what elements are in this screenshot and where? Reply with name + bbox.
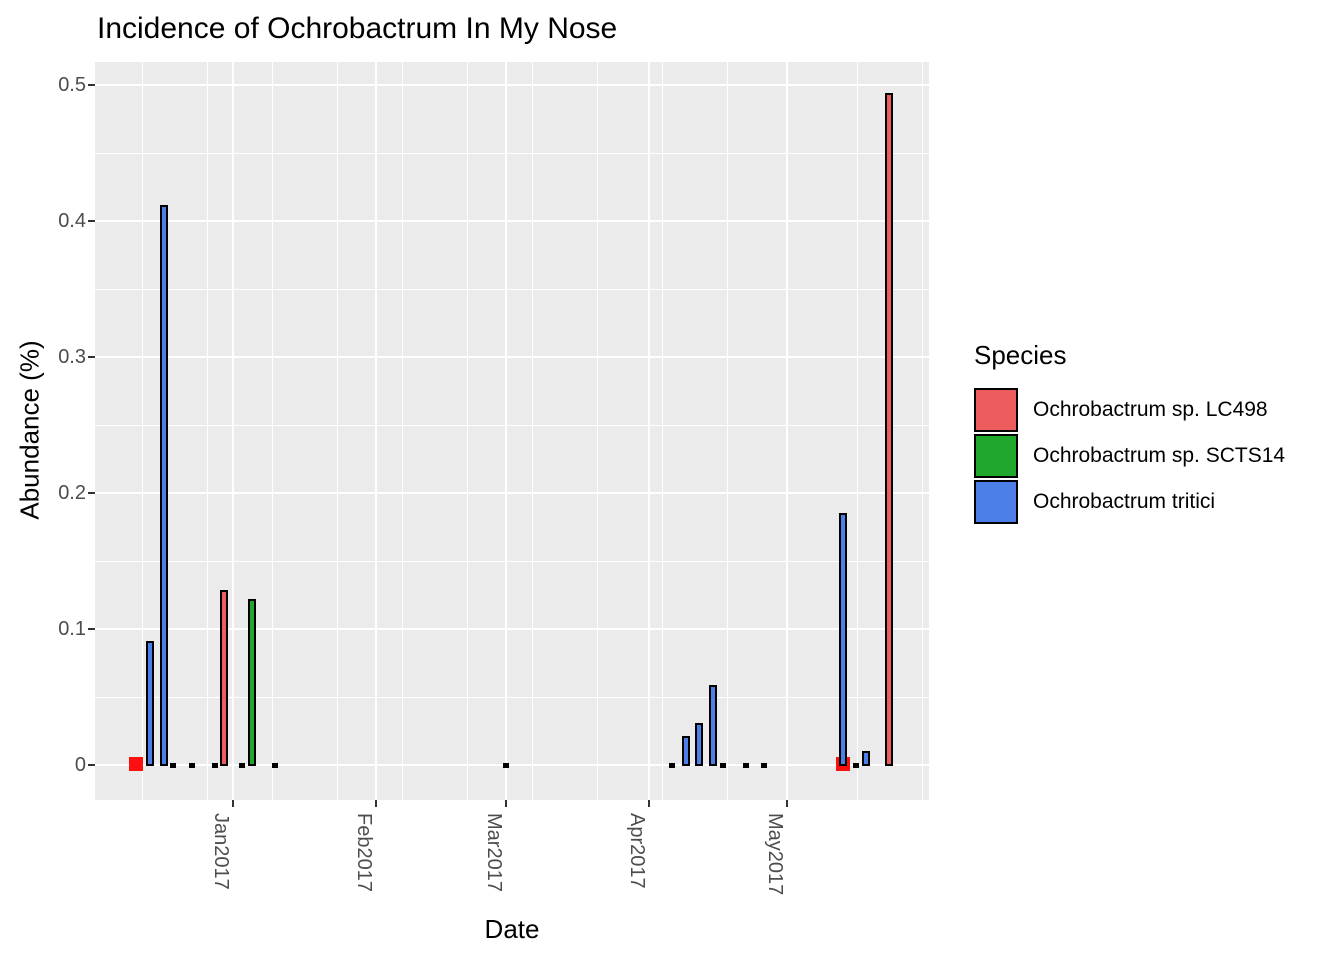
x-minor-gridline xyxy=(726,62,728,800)
y-tick-mark xyxy=(88,84,95,86)
legend-swatch-red xyxy=(974,387,1018,432)
x-tick-mark xyxy=(232,800,235,807)
x-minor-gridline xyxy=(661,62,663,800)
legend-item-tritici: Ochrobactrum tritici xyxy=(974,479,1285,524)
bar-trace xyxy=(188,763,195,768)
y-minor-gridline xyxy=(95,424,929,426)
bar-trace xyxy=(853,763,860,768)
y-tick-mark xyxy=(88,356,95,358)
bar-tritici xyxy=(709,685,718,766)
legend-label: Ochrobactrum tritici xyxy=(1033,489,1216,513)
y-axis-title: Abundance (%) xyxy=(14,340,45,520)
legend-item-lc498: Ochrobactrum sp. LC498 xyxy=(974,387,1285,432)
x-tick-label: May2017 xyxy=(764,813,787,896)
y-major-gridline xyxy=(95,356,929,358)
y-tick-label: 0.1 xyxy=(58,618,86,640)
x-tick-mark xyxy=(647,800,650,807)
y-major-gridline xyxy=(95,628,929,630)
bar-trace xyxy=(170,763,177,768)
x-tick-label: Feb2017 xyxy=(353,813,376,892)
y-tick-mark xyxy=(88,628,95,630)
x-minor-gridline xyxy=(401,62,403,800)
bar-trace xyxy=(211,763,218,768)
x-minor-gridline xyxy=(206,62,208,800)
x-major-gridline xyxy=(375,62,378,800)
x-axis-title: Date xyxy=(484,914,540,944)
legend-swatch-blue xyxy=(974,479,1018,524)
bar-lc498 xyxy=(219,590,228,766)
y-tick-label: 0.2 xyxy=(58,482,86,504)
legend-item-scts14: Ochrobactrum sp. SCTS14 xyxy=(974,433,1285,478)
bar-trace xyxy=(271,763,278,768)
y-tick-label: 0.5 xyxy=(58,74,86,96)
marker-square xyxy=(129,757,144,771)
bar-tritici xyxy=(146,641,155,766)
x-tick-mark xyxy=(504,800,507,807)
x-tick-label: Mar2017 xyxy=(482,813,505,892)
y-minor-gridline xyxy=(95,288,929,290)
y-major-gridline xyxy=(95,220,929,222)
x-tick-mark xyxy=(786,800,789,807)
x-minor-gridline xyxy=(596,62,598,800)
plot-panel xyxy=(95,62,929,800)
bar-scts14 xyxy=(247,599,256,766)
x-major-gridline xyxy=(647,62,650,800)
bar-trace xyxy=(761,763,768,768)
legend-title: Species xyxy=(974,340,1067,370)
y-major-gridline xyxy=(95,492,929,494)
y-minor-gridline xyxy=(95,152,929,154)
x-minor-gridline xyxy=(336,62,338,800)
y-minor-gridline xyxy=(95,560,929,562)
legend-label: Ochrobactrum sp. SCTS14 xyxy=(1033,443,1286,467)
y-tick-label: 0.3 xyxy=(58,346,86,368)
legend-swatch-green xyxy=(974,433,1018,478)
y-minor-gridline xyxy=(95,696,929,698)
x-minor-gridline xyxy=(271,62,273,800)
x-tick-label: Jan2017 xyxy=(210,813,233,890)
legend-label: Ochrobactrum sp. LC498 xyxy=(1033,397,1268,421)
y-tick-mark xyxy=(88,492,95,494)
bar-trace xyxy=(502,763,509,768)
x-major-gridline xyxy=(232,62,235,800)
bar-trace xyxy=(742,763,749,768)
bar-trace xyxy=(668,763,675,768)
x-tick-mark xyxy=(375,800,378,807)
y-tick-label: 0 xyxy=(74,754,86,776)
y-tick-mark xyxy=(88,220,95,222)
bar-lc498 xyxy=(884,93,893,766)
bar-tritici xyxy=(861,751,870,766)
y-tick-label: 0.4 xyxy=(58,210,86,232)
y-major-gridline xyxy=(95,84,929,86)
x-minor-gridline xyxy=(466,62,468,800)
x-minor-gridline xyxy=(531,62,533,800)
chart-title: Incidence of Ochrobactrum In My Nose xyxy=(97,12,618,45)
bar-tritici xyxy=(838,513,847,766)
x-minor-gridline xyxy=(921,62,923,800)
x-major-gridline xyxy=(504,62,507,800)
y-tick-mark xyxy=(88,764,95,766)
bar-tritici xyxy=(681,736,690,766)
x-minor-gridline xyxy=(141,62,143,800)
bar-tritici xyxy=(695,723,704,766)
bar-trace xyxy=(719,763,726,768)
legend: Species Ochrobactrum sp. LC498 Ochrobact… xyxy=(974,340,1285,525)
bar-tritici xyxy=(159,205,168,766)
x-minor-gridline xyxy=(856,62,858,800)
y-major-gridline xyxy=(95,764,929,766)
x-major-gridline xyxy=(786,62,789,800)
x-tick-label: Apr2017 xyxy=(625,813,648,889)
bar-trace xyxy=(239,763,246,768)
